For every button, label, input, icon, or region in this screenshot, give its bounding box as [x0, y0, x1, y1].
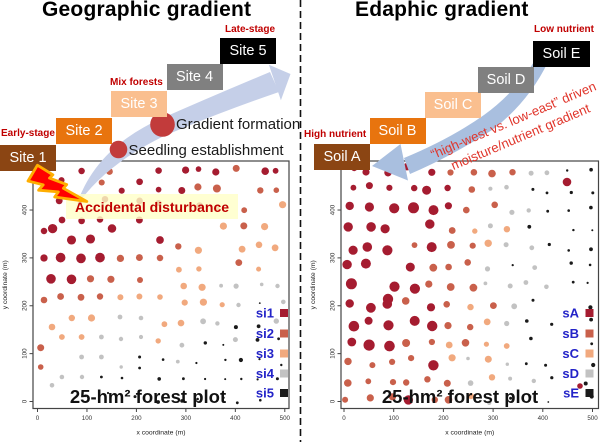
svg-text:x coordinate (m): x coordinate (m): [445, 430, 494, 437]
svg-text:si2: si2: [256, 326, 274, 341]
svg-text:300: 300: [181, 415, 192, 422]
svg-text:0: 0: [342, 415, 346, 422]
svg-text:y coordinate (m): y coordinate (m): [2, 260, 9, 309]
svg-text:si1: si1: [256, 306, 274, 321]
svg-text:25-hm² forest plot: 25-hm² forest plot: [70, 386, 226, 407]
svg-text:300: 300: [488, 415, 499, 422]
svg-text:sA: sA: [562, 306, 579, 321]
svg-text:si3: si3: [256, 346, 274, 361]
svg-text:si5: si5: [256, 386, 274, 401]
svg-text:200: 200: [131, 415, 142, 422]
svg-text:0: 0: [22, 399, 29, 403]
svg-text:500: 500: [280, 415, 291, 422]
svg-text:100: 100: [330, 348, 337, 359]
svg-text:sB: sB: [562, 326, 579, 341]
svg-text:300: 300: [22, 252, 29, 263]
svg-text:y coordinate (m): y coordinate (m): [310, 260, 317, 309]
svg-text:400: 400: [22, 204, 29, 215]
svg-text:400: 400: [330, 204, 337, 215]
svg-text:300: 300: [330, 252, 337, 263]
svg-text:0: 0: [330, 399, 337, 403]
svg-text:200: 200: [330, 300, 337, 311]
svg-text:100: 100: [22, 348, 29, 359]
svg-text:25-hm² forest plot: 25-hm² forest plot: [382, 386, 538, 407]
svg-text:200: 200: [22, 300, 29, 311]
svg-text:x coordinate (m): x coordinate (m): [136, 430, 185, 437]
svg-text:100: 100: [389, 415, 400, 422]
svg-text:0: 0: [36, 415, 40, 422]
svg-text:200: 200: [438, 415, 449, 422]
svg-text:sE: sE: [563, 386, 579, 401]
svg-text:400: 400: [230, 415, 241, 422]
svg-text:400: 400: [538, 415, 549, 422]
svg-text:500: 500: [587, 415, 598, 422]
svg-text:si4: si4: [256, 366, 275, 381]
svg-text:100: 100: [82, 415, 93, 422]
svg-text:sD: sD: [562, 366, 579, 381]
svg-text:sC: sC: [562, 346, 579, 361]
